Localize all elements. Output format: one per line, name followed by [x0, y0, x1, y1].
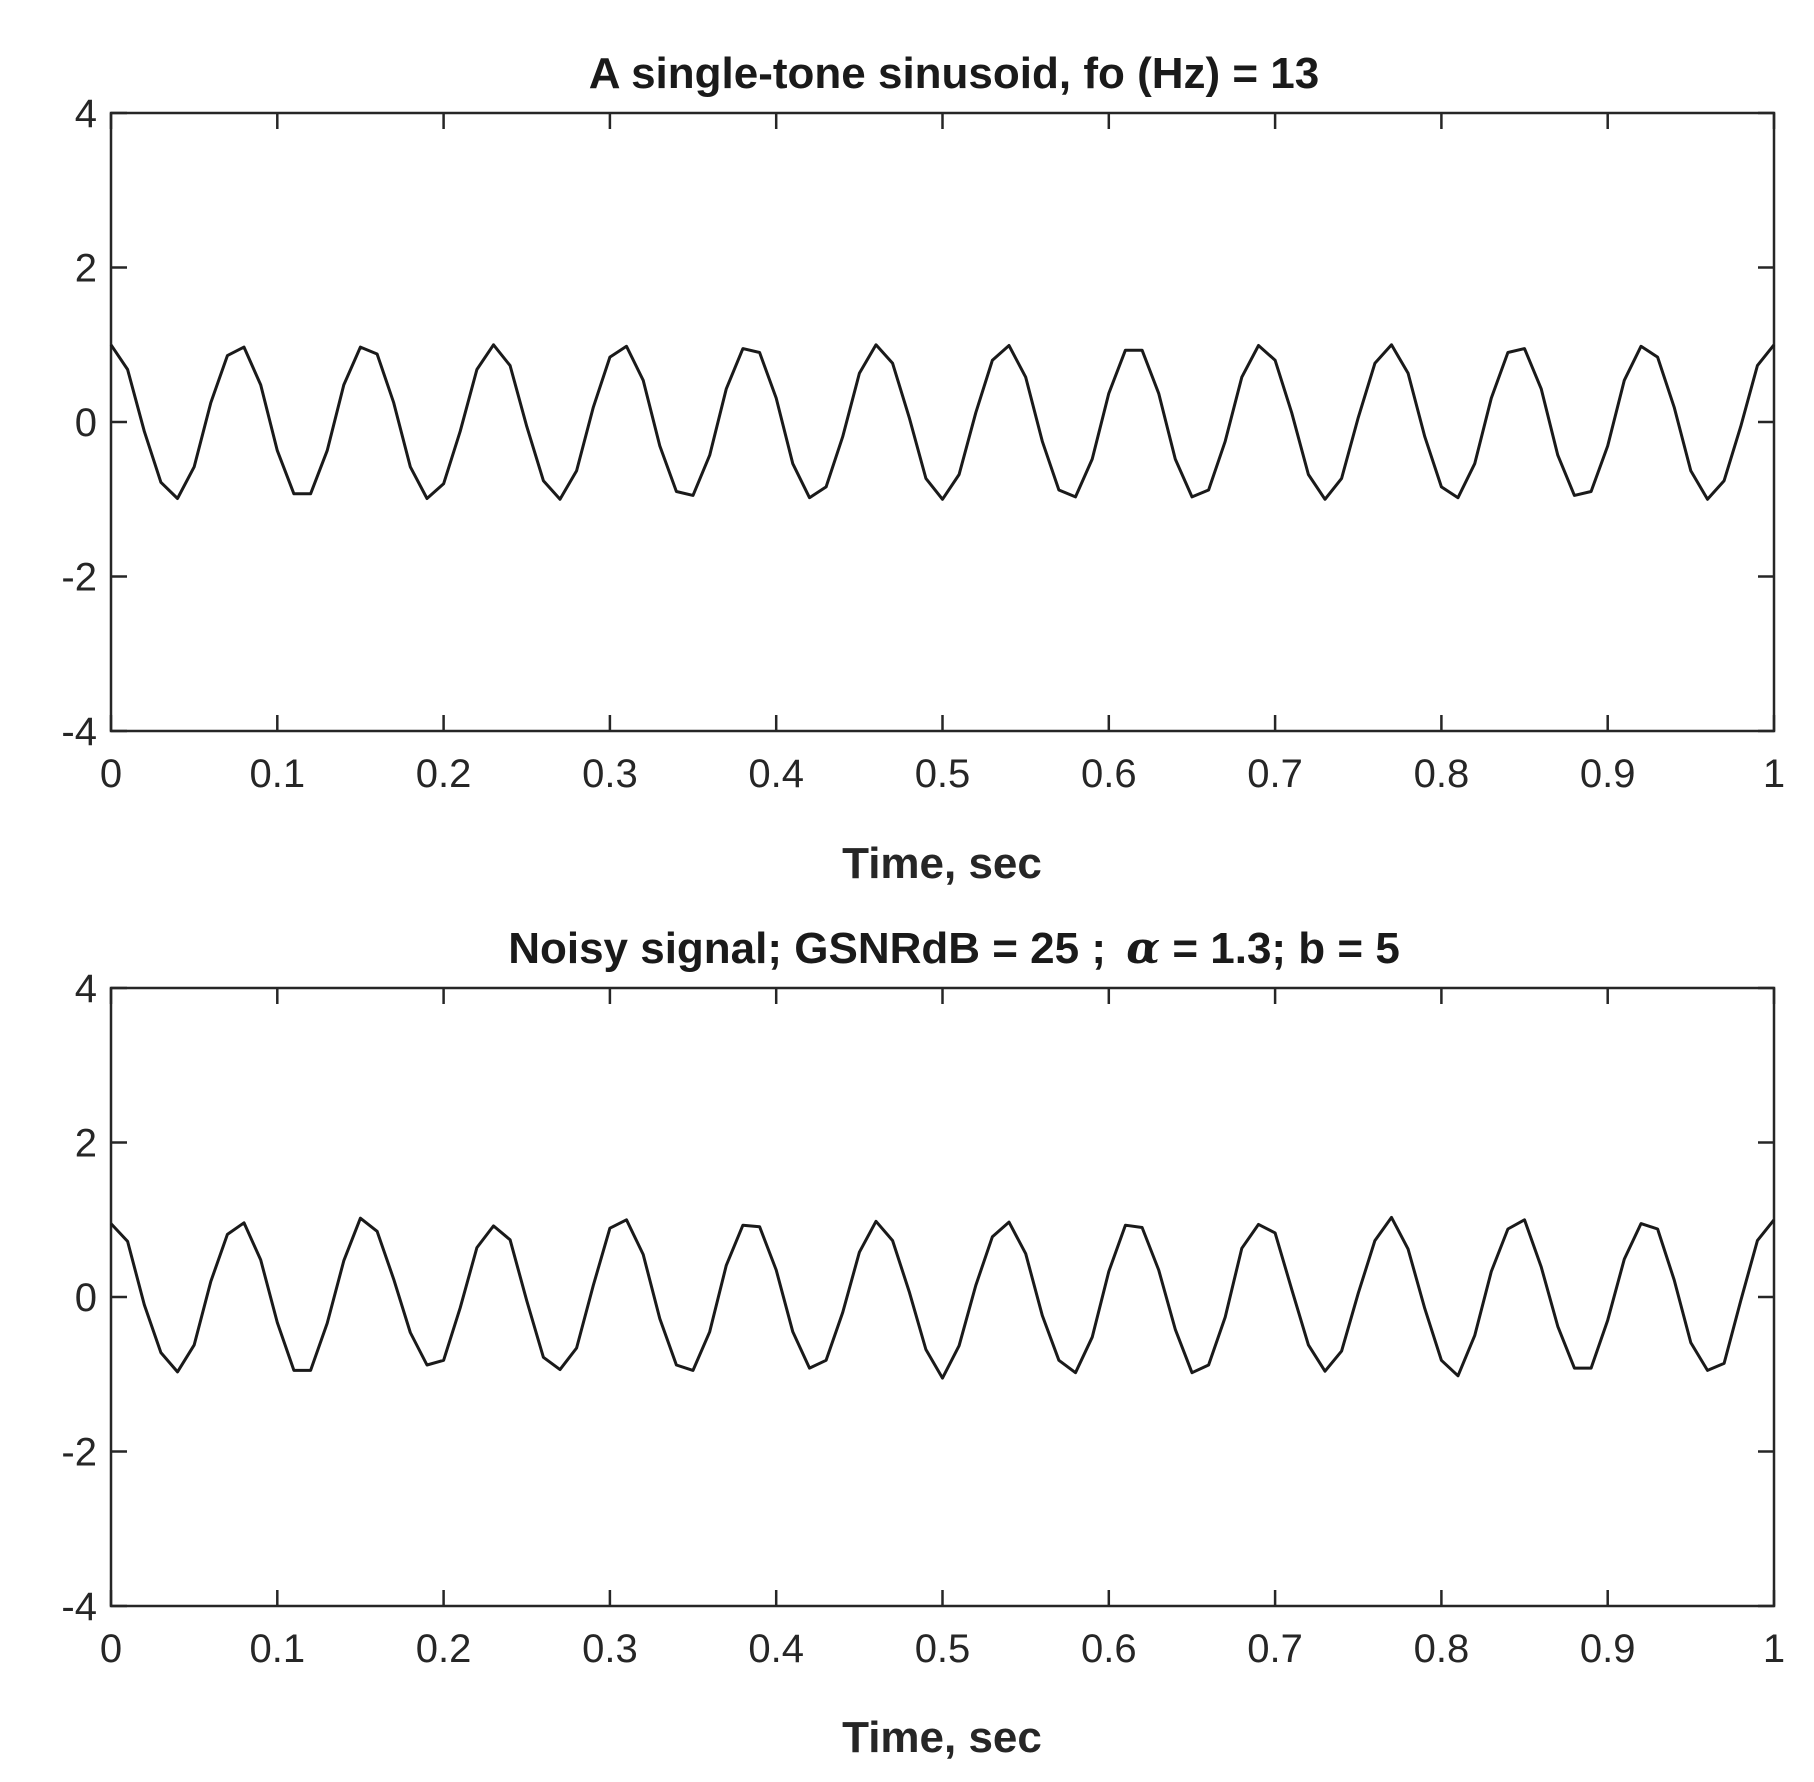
title-alpha-symbol: α: [1126, 923, 1160, 974]
x-tick-label: 1: [1763, 1627, 1785, 1671]
y-tick-label: 0: [75, 1276, 97, 1320]
title-suffix: = 1.3; b = 5: [1172, 924, 1399, 973]
y-tick-label: 0: [75, 401, 97, 445]
x-tick-label: 0.5: [915, 752, 971, 796]
x-tick-label: 0.7: [1247, 752, 1303, 796]
x-tick-label: 0.1: [249, 1627, 305, 1671]
series-line: [109, 1215, 1776, 1380]
y-tick-label: -4: [61, 710, 97, 754]
chart-title-top: A single-tone sinusoid, fo (Hz) = 13: [589, 49, 1320, 98]
x-tick-label: 0.8: [1414, 752, 1470, 796]
x-tick-label: 0.4: [748, 752, 804, 796]
subplot-bottom: Noisy signal; GSNRdB = 25 ; α = 1.3; b =…: [61, 923, 1785, 1762]
y-tick-label: -4: [61, 1585, 97, 1629]
x-tick-label: 0: [100, 752, 122, 796]
series-line: [109, 343, 1776, 501]
x-tick-label: 0.3: [582, 1627, 638, 1671]
x-tick-label: 0.5: [915, 1627, 971, 1671]
x-tick-label: 0.8: [1414, 1627, 1470, 1671]
x-tick-label: 0.9: [1580, 752, 1636, 796]
subplot-top: A single-tone sinusoid, fo (Hz) = 13 0 0.…: [61, 49, 1785, 888]
y-tick-label: 2: [75, 247, 97, 291]
x-tick-label: 0.2: [416, 752, 472, 796]
x-tick-label: 0.3: [582, 752, 638, 796]
x-tick-label: 0: [100, 1627, 122, 1671]
y-tick-label: 4: [75, 92, 97, 136]
y-tick-label: 4: [75, 967, 97, 1011]
x-tick-label: 0.9: [1580, 1627, 1636, 1671]
x-axis-label-bottom: Time, sec: [842, 1713, 1042, 1762]
x-tick-label: 0.1: [249, 752, 305, 796]
y-tick-label: -2: [61, 556, 97, 600]
x-axis-label-top: Time, sec: [842, 839, 1042, 888]
x-tick-label: 0.7: [1247, 1627, 1303, 1671]
axis-ticks-bottom: 0 0.1 0.2 0.3 0.4 0.5 0.6 0.7 0.8 0.9 1 -4 -2 0 2 4: [61, 967, 1785, 1671]
y-tick-label: -2: [61, 1431, 97, 1475]
chart-title-bottom: Noisy signal; GSNRdB = 25 ; α = 1.3; b =…: [508, 923, 1400, 974]
x-tick-label: 0.6: [1081, 1627, 1137, 1671]
x-tick-label: 0.4: [748, 1627, 804, 1671]
title-main: Noisy signal; GSNRdB = 25 ;: [508, 924, 1106, 973]
y-tick-label: 2: [75, 1122, 97, 1166]
x-tick-label: 0.2: [416, 1627, 472, 1671]
axis-ticks-top: 0 0.1 0.2 0.3 0.4 0.5 0.6 0.7 0.8 0.9 1 -4 -2 0 2 4: [61, 92, 1785, 796]
x-tick-label: 1: [1763, 752, 1785, 796]
x-tick-label: 0.6: [1081, 752, 1137, 796]
